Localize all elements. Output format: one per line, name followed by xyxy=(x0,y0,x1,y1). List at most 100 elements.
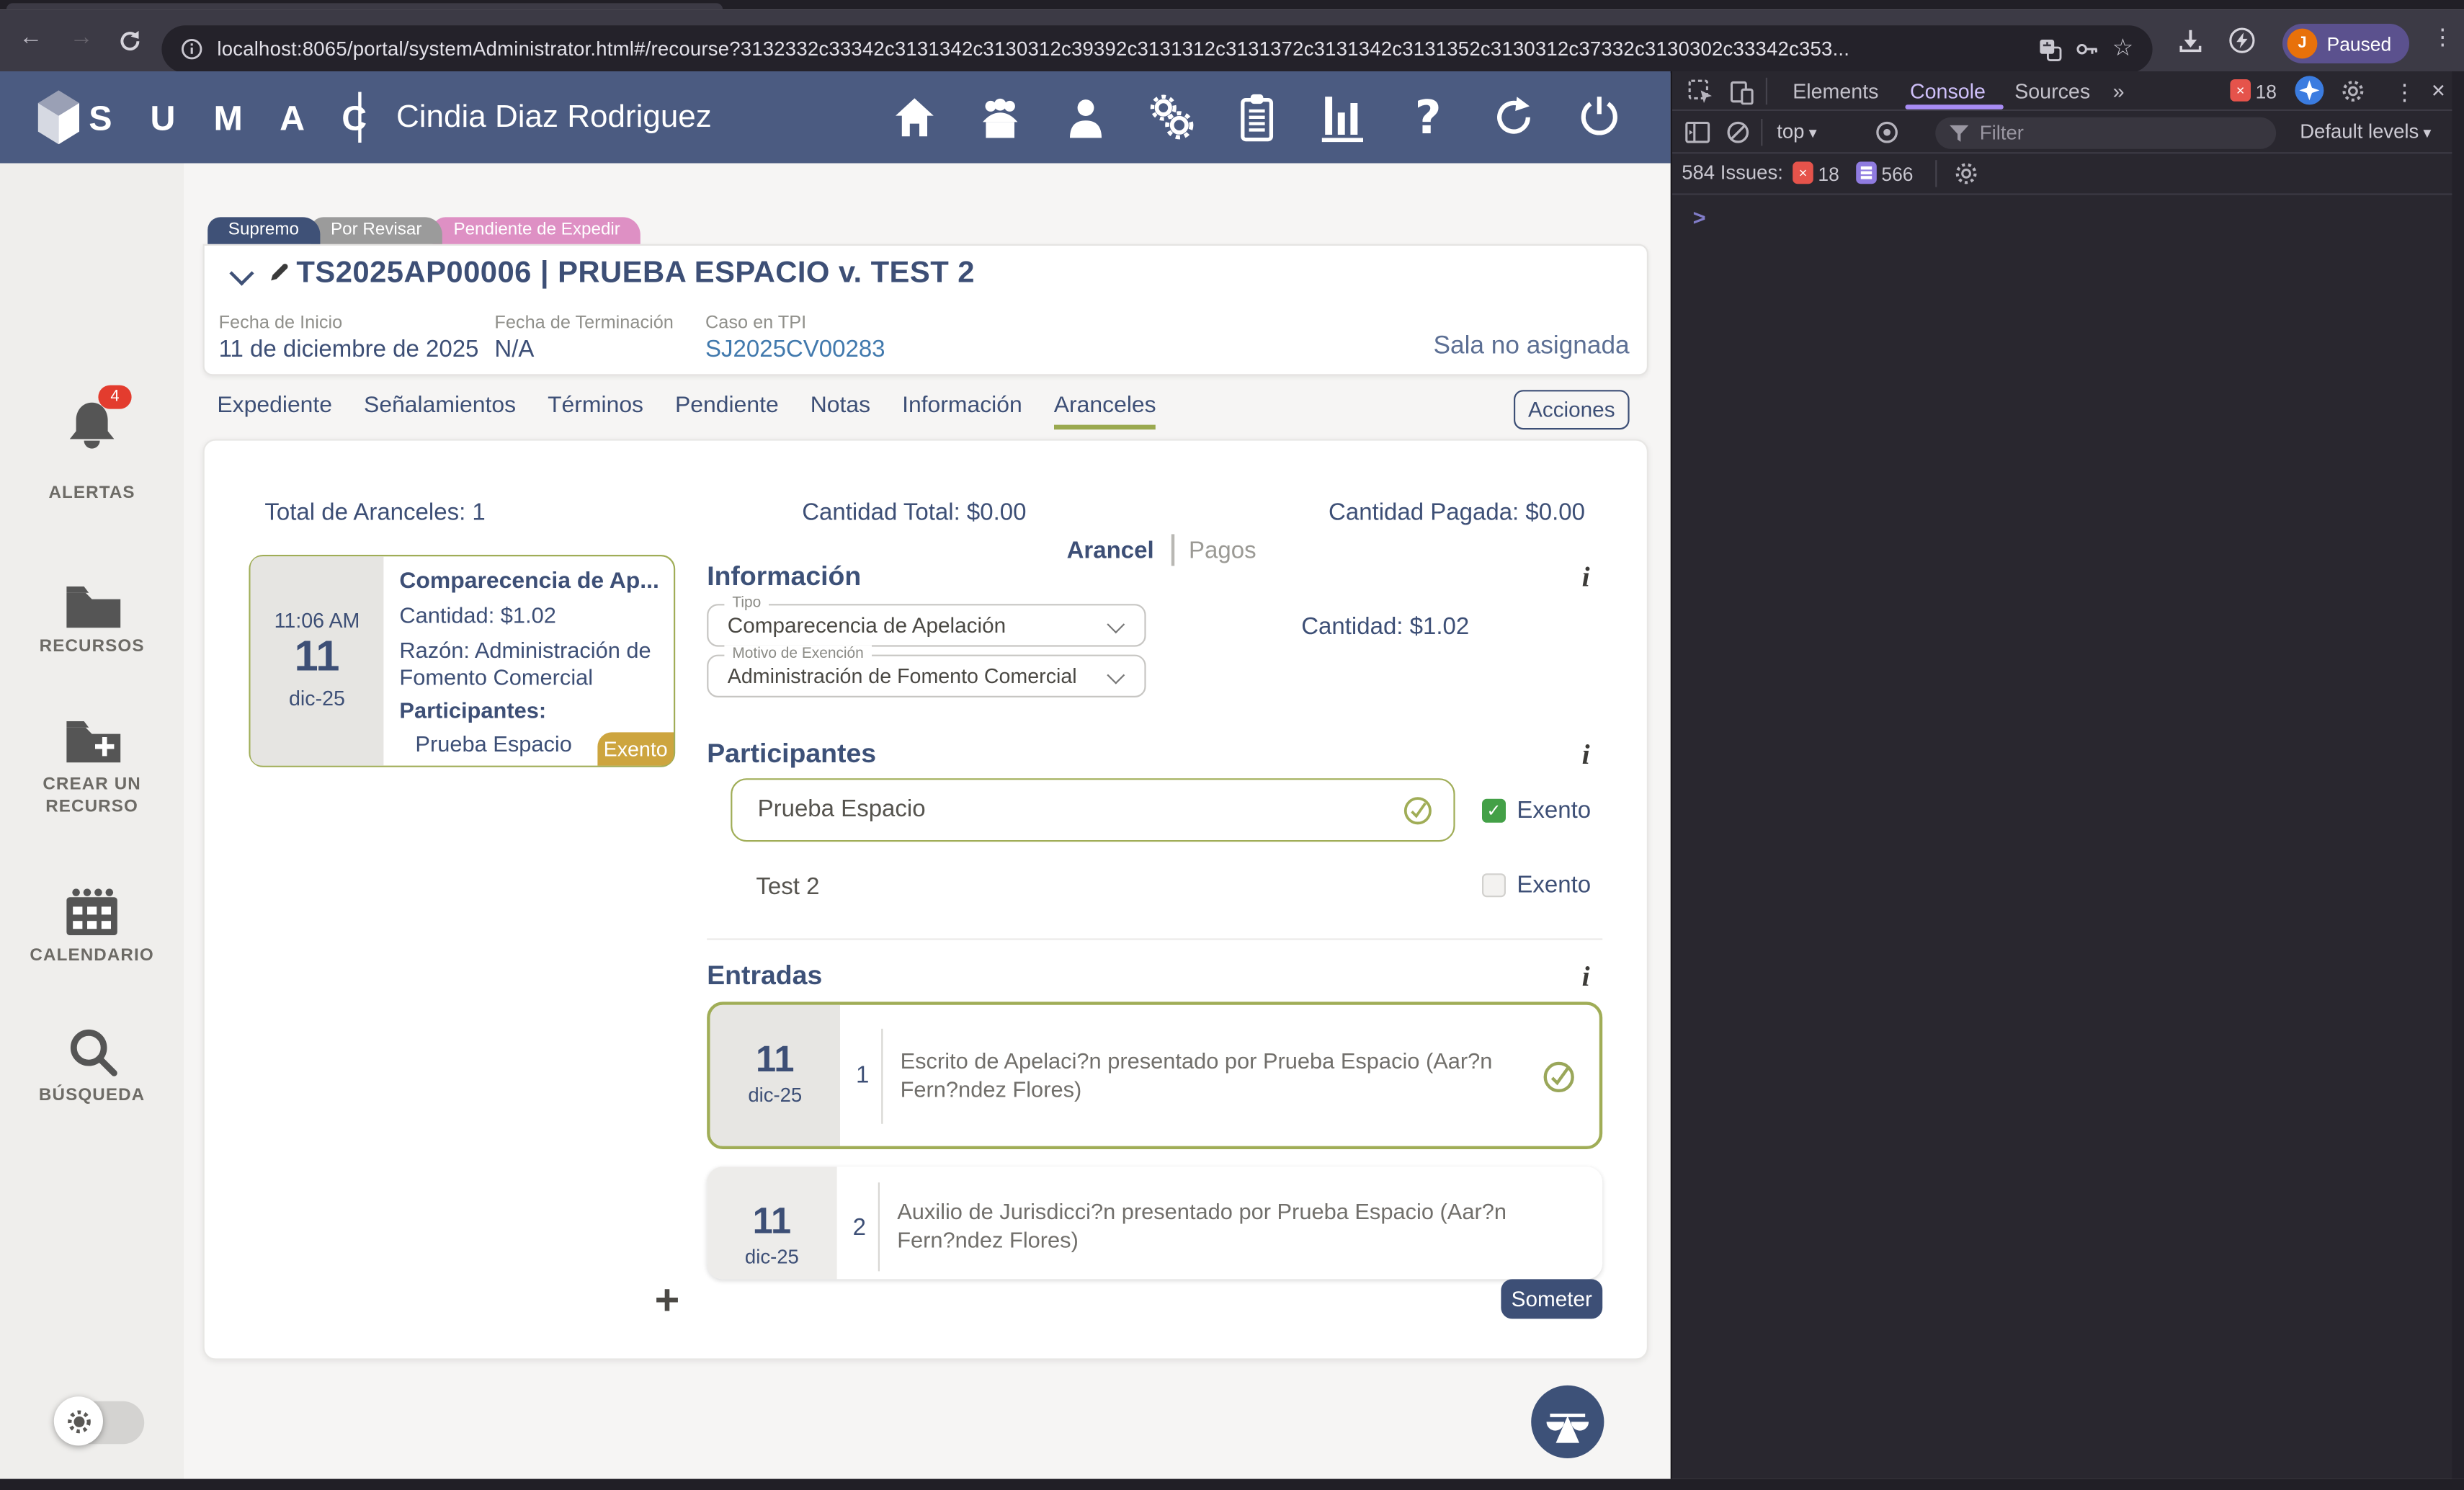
downloads-icon[interactable] xyxy=(2178,29,2203,54)
settings-gears-icon[interactable] xyxy=(1144,92,1198,143)
live-expression-icon[interactable] xyxy=(1875,120,1899,144)
collapse-chevron-icon[interactable] xyxy=(229,261,254,286)
participant-name: Test 2 xyxy=(756,873,820,901)
console-sidebar-icon[interactable] xyxy=(1685,120,1710,144)
browser-tab-strip xyxy=(0,0,2464,10)
devtools-tab-console-active[interactable]: Console xyxy=(1910,79,1986,103)
sidebar-item-calendario[interactable]: CALENDARIO xyxy=(30,946,154,965)
tipo-select[interactable]: Tipo Comparecencia de Apelación xyxy=(707,594,1146,647)
view-arancel[interactable]: Arancel xyxy=(1066,537,1154,565)
browser-profile-badge[interactable]: J Paused xyxy=(2282,24,2409,63)
folder-icon[interactable] xyxy=(63,584,124,631)
add-entry-button[interactable]: + xyxy=(654,1276,680,1324)
acciones-button[interactable]: Acciones xyxy=(1514,390,1630,430)
tab-terminos[interactable]: Términos xyxy=(548,393,644,419)
more-tabs-icon[interactable] xyxy=(2113,79,2125,103)
forward-icon[interactable] xyxy=(70,24,94,50)
logout-power-icon[interactable] xyxy=(1572,94,1626,141)
device-toolbar-icon[interactable] xyxy=(1729,79,1754,105)
exento-checkbox-checked[interactable] xyxy=(1482,798,1506,823)
app-header: S U M A C Cindia Diaz Rodriguez ? xyxy=(0,71,1671,164)
informacion-header: Información xyxy=(707,561,862,592)
refresh-icon[interactable] xyxy=(1487,94,1541,141)
context-selector[interactable]: top xyxy=(1777,120,1816,143)
participantes-header: Participantes xyxy=(707,739,877,769)
issues-settings-gear-icon[interactable] xyxy=(1955,161,1978,185)
browser-menu-icon[interactable] xyxy=(2432,24,2454,50)
tab-notas[interactable]: Notas xyxy=(810,393,871,419)
info-icon[interactable]: i xyxy=(1581,960,1590,993)
person-icon[interactable] xyxy=(1059,94,1113,141)
participant-name: Prueba Espacio xyxy=(757,795,926,823)
browser-active-tab[interactable] xyxy=(6,3,723,10)
devtools-settings-gear-icon[interactable] xyxy=(2341,79,2365,103)
devtools-close-icon[interactable] xyxy=(2432,78,2445,104)
url-bar[interactable]: localhost:8065/portal/systemAdministrato… xyxy=(161,25,2153,73)
sidebar-item-busqueda[interactable]: BÚSQUEDA xyxy=(38,1086,146,1105)
entrada-number: 1 xyxy=(856,1062,870,1089)
password-key-icon[interactable] xyxy=(2074,37,2099,62)
chevron-down-icon xyxy=(1107,666,1125,684)
field-label-fecha-inicio: Fecha de Inicio xyxy=(218,313,343,333)
url-text[interactable]: localhost:8065/portal/systemAdministrato… xyxy=(217,37,1850,61)
edit-pencil-icon[interactable] xyxy=(268,262,290,284)
calendar-icon[interactable] xyxy=(63,886,120,937)
tab-expediente[interactable]: Expediente xyxy=(217,393,333,419)
console-filter-input[interactable]: Filter xyxy=(1935,117,2277,149)
header-nav: ? xyxy=(888,71,1658,164)
brand-name[interactable]: S U M A C xyxy=(89,98,382,138)
translate-icon[interactable] xyxy=(2037,37,2061,61)
tab-informacion[interactable]: Información xyxy=(902,393,1022,419)
bar-chart-icon[interactable] xyxy=(1316,92,1370,143)
back-icon[interactable] xyxy=(19,24,43,50)
tab-senalamientos[interactable]: Señalamientos xyxy=(364,393,517,419)
site-info-icon[interactable] xyxy=(181,38,203,61)
field-value-caso-tpi-link[interactable]: SJ2025CV00283 xyxy=(705,336,885,363)
sidebar-item-alertas[interactable]: ALERTAS xyxy=(48,483,135,503)
log-levels-selector[interactable]: Default levels xyxy=(2300,120,2431,143)
check-circle-icon[interactable] xyxy=(1543,1061,1576,1094)
participant-row-selected[interactable]: Prueba Espacio xyxy=(731,778,1455,842)
error-badge-icon[interactable]: × xyxy=(2230,79,2251,102)
help-icon[interactable]: ? xyxy=(1414,90,1442,145)
motivo-exencion-select[interactable]: Motivo de Exención Administración de Fom… xyxy=(707,645,1146,697)
justice-scales-badge[interactable] xyxy=(1531,1385,1604,1458)
bell-icon[interactable] xyxy=(63,396,120,457)
console-prompt[interactable]: > xyxy=(1692,204,1706,230)
tab-aranceles-active[interactable]: Aranceles xyxy=(1053,393,1156,430)
folder-plus-icon[interactable] xyxy=(63,718,124,766)
entrada-row-selected[interactable]: 11 dic-25 1 Escrito de Apelaci?n present… xyxy=(707,1001,1603,1149)
arancel-day: 11 xyxy=(294,632,340,680)
cantidad-total: Cantidad Total: $0.00 xyxy=(802,499,1027,527)
exento-checkbox-unchecked[interactable] xyxy=(1482,873,1506,898)
info-icon[interactable]: i xyxy=(1581,561,1590,593)
check-circle-icon xyxy=(1403,797,1432,825)
bookmark-star-icon[interactable] xyxy=(2112,38,2134,61)
devtools-tab-sources[interactable]: Sources xyxy=(2014,79,2091,103)
clear-console-icon[interactable] xyxy=(1726,120,1750,144)
arancel-cantidad: Cantidad: $1.02 xyxy=(399,602,556,628)
devtools-scrollbar[interactable] xyxy=(2452,71,2464,1479)
toggle-divider xyxy=(1171,534,1174,566)
ai-assistant-icon[interactable] xyxy=(2293,74,2325,106)
clipboard-icon[interactable] xyxy=(1230,92,1284,143)
info-icon[interactable]: i xyxy=(1581,739,1590,771)
reload-icon[interactable] xyxy=(117,29,143,54)
view-pagos[interactable]: Pagos xyxy=(1189,537,1256,565)
tab-pendiente[interactable]: Pendiente xyxy=(675,393,779,419)
devtools-tab-elements[interactable]: Elements xyxy=(1793,79,1879,103)
home-icon[interactable] xyxy=(888,94,942,141)
someter-button[interactable]: Someter xyxy=(1501,1279,1603,1319)
extension-icon[interactable] xyxy=(2228,27,2255,53)
devtools-menu-icon[interactable] xyxy=(2393,79,2416,106)
arancel-title: Comparecencia de Ap... xyxy=(399,568,659,594)
issues-bar: 584 Issues: × 18 566 xyxy=(1672,153,2464,195)
entrada-row[interactable]: 11 dic-25 2 Auxilio de Jurisdicci?n pres… xyxy=(707,1166,1603,1280)
arancel-list-item[interactable]: 11:06 AM 11 dic-25 Comparecencia de Ap..… xyxy=(249,555,676,767)
sidebar-item-recursos[interactable]: RECURSOS xyxy=(39,637,145,656)
sidebar-item-crear-recurso[interactable]: CREAR UN RECURSO xyxy=(43,775,141,816)
people-group-icon[interactable] xyxy=(973,94,1027,141)
search-icon[interactable] xyxy=(63,1025,120,1082)
settings-toggle-knob[interactable] xyxy=(53,1396,103,1446)
inspect-element-icon[interactable] xyxy=(1688,79,1713,104)
